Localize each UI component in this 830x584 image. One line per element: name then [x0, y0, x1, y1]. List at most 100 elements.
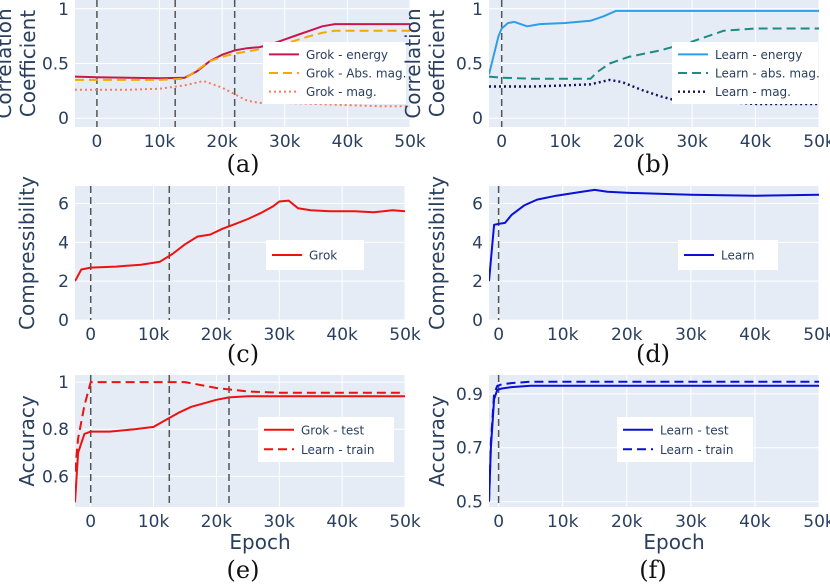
legend-label: Grok - mag.: [306, 85, 377, 99]
legend: Grok: [266, 240, 364, 270]
subplot-b: 0 10k 20k 30k 40k 50k 0 0.5 1 Correlation Coeffici…: [401, 0, 830, 178]
x-tick-label: 10k: [138, 325, 170, 345]
legend-label: Grok - test: [301, 423, 365, 437]
legend-label: Grok - Abs. mag.: [306, 67, 406, 81]
series-line-learn: [489, 188, 819, 282]
x-tick-label: 20k: [201, 325, 233, 345]
legend: Learn: [678, 240, 778, 270]
y-axis-label: Accuracy: [425, 395, 449, 486]
x-tick-label: 10k: [547, 512, 579, 532]
x-axis-label: Epoch: [229, 530, 290, 554]
y-axis-label: Accuracy: [15, 395, 39, 486]
x-tick-label: 10k: [549, 132, 581, 152]
y-axis-label: Correlation: [401, 8, 425, 118]
x-tick-label: 20k: [201, 512, 233, 532]
x-tick-label: 0: [496, 132, 507, 152]
legend: Learn - test Learn - train: [617, 417, 753, 462]
x-tick-label: 0: [92, 132, 103, 152]
x-tick-label: 30k: [264, 325, 296, 345]
series-line-grok-test: [75, 395, 405, 503]
y-tick-label: 0: [472, 109, 483, 129]
legend-label: Grok - energy: [306, 48, 388, 62]
y-tick-label: 0.6: [42, 467, 69, 487]
x-tick-label: 20k: [613, 132, 645, 152]
y-axis-label: Correlation: [0, 8, 16, 118]
subplot-caption: (f): [639, 556, 667, 584]
y-tick-label: 1: [58, 373, 69, 393]
legend-label: Learn: [721, 249, 755, 263]
x-tick-label: 40k: [326, 512, 358, 532]
subplot-caption: (a): [226, 150, 259, 178]
subplot-caption: (e): [227, 556, 260, 584]
legend-label: Learn - mag.: [715, 85, 791, 99]
y-tick-label: 0: [58, 109, 69, 129]
y-tick-label: 4: [472, 233, 483, 253]
y-tick-label: 6: [58, 194, 69, 214]
legend: Grok - test Learn - train: [258, 417, 394, 462]
legend-label: Grok: [309, 249, 337, 263]
y-tick-label: 6: [472, 194, 483, 214]
series-line-grok-energy: [75, 23, 410, 80]
y-tick-label: 0: [58, 311, 69, 331]
legend-box: [258, 417, 394, 462]
x-tick-label: 30k: [269, 132, 301, 152]
y-tick-label: 0.5: [456, 493, 483, 513]
x-tick-label: 0: [85, 512, 96, 532]
x-tick-label: 50k: [394, 132, 426, 152]
y-axis-label: Coefficient: [425, 10, 449, 117]
legend-label: Learn - test: [660, 423, 729, 437]
x-tick-label: 40k: [739, 325, 771, 345]
x-axis-label: Epoch: [643, 530, 704, 554]
y-axis-label: Coefficient: [16, 10, 40, 117]
y-tick-label: 0.7: [456, 439, 483, 459]
x-tick-label: 50k: [803, 512, 830, 532]
x-tick-label: 30k: [676, 132, 708, 152]
x-tick-label: 40k: [326, 325, 358, 345]
series-line-grok-abs-mag-: [75, 29, 410, 81]
y-tick-label: 0.5: [456, 55, 483, 75]
x-tick-label: 30k: [264, 512, 296, 532]
x-tick-label: 40k: [739, 512, 771, 532]
x-tick-label: 20k: [611, 512, 643, 532]
subplot-caption: (b): [636, 150, 670, 178]
x-tick-label: 50k: [803, 132, 830, 152]
x-tick-label: 10k: [547, 325, 579, 345]
legend-label: Learn - train: [301, 443, 374, 457]
y-tick-label: 0: [472, 311, 483, 331]
x-tick-label: 50k: [803, 325, 830, 345]
legend: Learn - energy Learn - abs. mag. Learn - m…: [672, 42, 820, 104]
y-tick-label: 0.9: [456, 385, 483, 405]
subplot-d: 0 10k 20k 30k 40k 50k 0 2 4 6 Compressibility (d) Le…: [425, 176, 830, 368]
legend-label: Learn - train: [660, 443, 733, 457]
y-tick-label: 1: [58, 0, 69, 20]
subplot-f: 0 10k 20k 30k 40k 50k 0.5 0.7 0.9 Accuracy Epoch(f…: [425, 375, 830, 584]
x-tick-label: 30k: [675, 325, 707, 345]
series-line-learn-train: [75, 381, 405, 472]
legend-label: Learn - abs. mag.: [715, 67, 820, 81]
x-tick-label: 0: [85, 325, 96, 345]
x-tick-label: 0: [493, 512, 504, 532]
subplot-caption: (c): [227, 340, 259, 368]
x-tick-label: 30k: [675, 512, 707, 532]
series-line-learn-test: [489, 384, 819, 502]
y-tick-label: 4: [58, 233, 69, 253]
y-tick-label: 2: [472, 272, 483, 292]
series-line-learn-mag-: [489, 78, 819, 106]
subplot-e: 0 10k 20k 30k 40k 50k 0.6 0.8 1 Accuracy Epoch(e) G…: [15, 373, 421, 584]
y-axis-label: Compressibility: [425, 176, 449, 330]
x-tick-label: 40k: [332, 132, 364, 152]
series-line-grok: [75, 199, 405, 282]
x-tick-label: 10k: [144, 132, 176, 152]
series-line-learn-abs-mag-: [489, 27, 819, 80]
x-tick-label: 50k: [389, 325, 421, 345]
series-line-learn-energy: [489, 9, 819, 75]
y-tick-label: 0.8: [42, 420, 69, 440]
series-line-learn-train: [489, 380, 819, 502]
x-tick-label: 0: [493, 325, 504, 345]
y-tick-label: 0.5: [42, 55, 69, 75]
x-tick-label: 20k: [611, 325, 643, 345]
subplot-c: 0 10k 20k 30k 40k 50k 0 2 4 6 Compressibility (c) Gr…: [15, 176, 421, 368]
legend-label: Learn - energy: [715, 48, 802, 62]
